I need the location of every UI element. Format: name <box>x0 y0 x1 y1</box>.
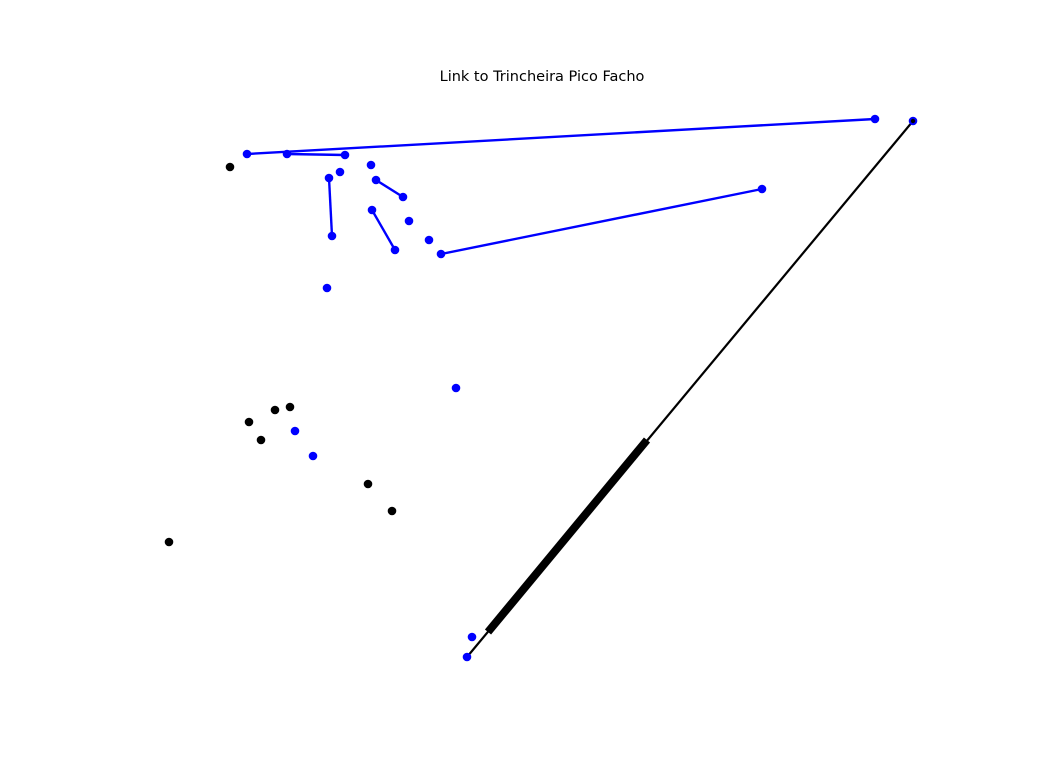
black-point <box>387 506 397 516</box>
blue-point <box>290 426 300 436</box>
blue-point <box>424 235 434 245</box>
blue-point <box>366 160 376 170</box>
link-line-thick-segment <box>484 437 651 635</box>
blue-link-line <box>246 117 876 156</box>
black-point <box>285 402 295 412</box>
blue-point <box>436 249 446 259</box>
blue-point <box>340 150 350 160</box>
blue-point <box>462 652 472 662</box>
points-layer <box>164 114 918 662</box>
blue-link-line <box>327 177 334 237</box>
black-point <box>270 405 280 415</box>
blue-point <box>467 632 477 642</box>
blue-point <box>324 173 334 183</box>
blue-point <box>451 383 461 393</box>
blue-link-line <box>370 209 397 251</box>
black-point <box>244 417 254 427</box>
black-point <box>363 479 373 489</box>
blue-link-line <box>286 152 346 157</box>
blue-point <box>404 216 414 226</box>
blue-point <box>242 149 252 159</box>
black-point <box>225 162 235 172</box>
blue-point <box>308 451 318 461</box>
blue-point <box>335 167 345 177</box>
blue-point <box>322 283 332 293</box>
black-point <box>256 435 266 445</box>
blue-link-line <box>375 178 404 199</box>
blue-point <box>282 149 292 159</box>
blue-point <box>327 231 337 241</box>
lines-layer <box>246 117 914 658</box>
blue-point <box>367 205 377 215</box>
figure-title: Link to Trincheira Pico Facho <box>439 69 645 85</box>
blue-point <box>398 192 408 202</box>
blue-point <box>757 184 767 194</box>
link-endpoint-dot <box>910 118 916 124</box>
blue-link-line <box>440 187 763 256</box>
blue-point <box>390 245 400 255</box>
blue-point <box>371 175 381 185</box>
black-point <box>164 537 174 547</box>
blue-point <box>870 114 880 124</box>
